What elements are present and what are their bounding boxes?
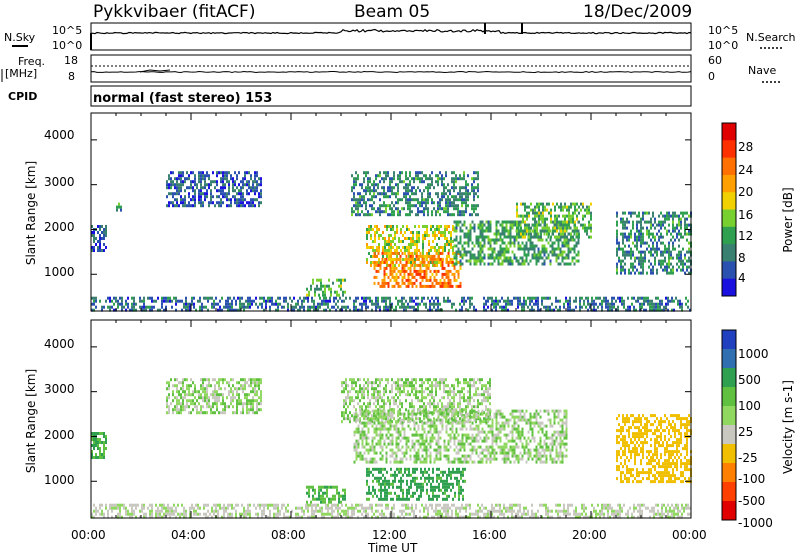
nsky-panel-frame xyxy=(91,23,691,50)
power-cbar-swatch-6 xyxy=(722,227,736,245)
velocity-cbar-swatch-6 xyxy=(722,444,736,464)
power-cbar-swatch-8 xyxy=(722,261,736,279)
velocity-cbar-swatch-3 xyxy=(722,387,736,407)
velocity-cbar-swatch-4 xyxy=(722,406,736,426)
power-region-9 xyxy=(616,212,692,275)
freq-panel-frame xyxy=(91,55,691,82)
velocity-cbar-swatch-8 xyxy=(722,482,736,502)
power-region-4 xyxy=(351,171,479,216)
power-cbar-swatch-2 xyxy=(722,158,736,176)
power-region-2 xyxy=(166,171,262,207)
power-cbar-swatch-1 xyxy=(722,140,736,158)
power-cbar-swatch-9 xyxy=(722,279,736,297)
velocity-cbar-swatch-7 xyxy=(722,463,736,483)
nsky-trace xyxy=(91,23,691,50)
cpid-panel-frame xyxy=(91,86,691,106)
power-region-3 xyxy=(306,279,346,297)
power-cbar-swatch-0 xyxy=(722,123,736,141)
velocity-colorbar xyxy=(722,330,736,521)
freq-trace xyxy=(91,70,691,73)
velocity-region-2 xyxy=(306,486,346,504)
velocity-region-6 xyxy=(616,414,692,483)
power-cbar-swatch-4 xyxy=(722,192,736,210)
velocity-heatmap xyxy=(91,378,692,519)
velocity-cbar-swatch-2 xyxy=(722,368,736,388)
velocity-cbar-swatch-9 xyxy=(722,501,736,521)
velocity-cbar-swatch-1 xyxy=(722,349,736,369)
velocity-cbar-swatch-5 xyxy=(722,425,736,445)
power-heatmap xyxy=(91,171,692,312)
power-cbar-swatch-3 xyxy=(722,175,736,193)
power-region-1 xyxy=(116,203,122,212)
power-cbar-swatch-5 xyxy=(722,210,736,228)
velocity-cbar-swatch-0 xyxy=(722,330,736,350)
velocity-region-1 xyxy=(166,378,262,414)
velocity-region-5 xyxy=(366,468,466,501)
power-cbar-swatch-7 xyxy=(722,244,736,262)
power-colorbar xyxy=(722,123,736,297)
